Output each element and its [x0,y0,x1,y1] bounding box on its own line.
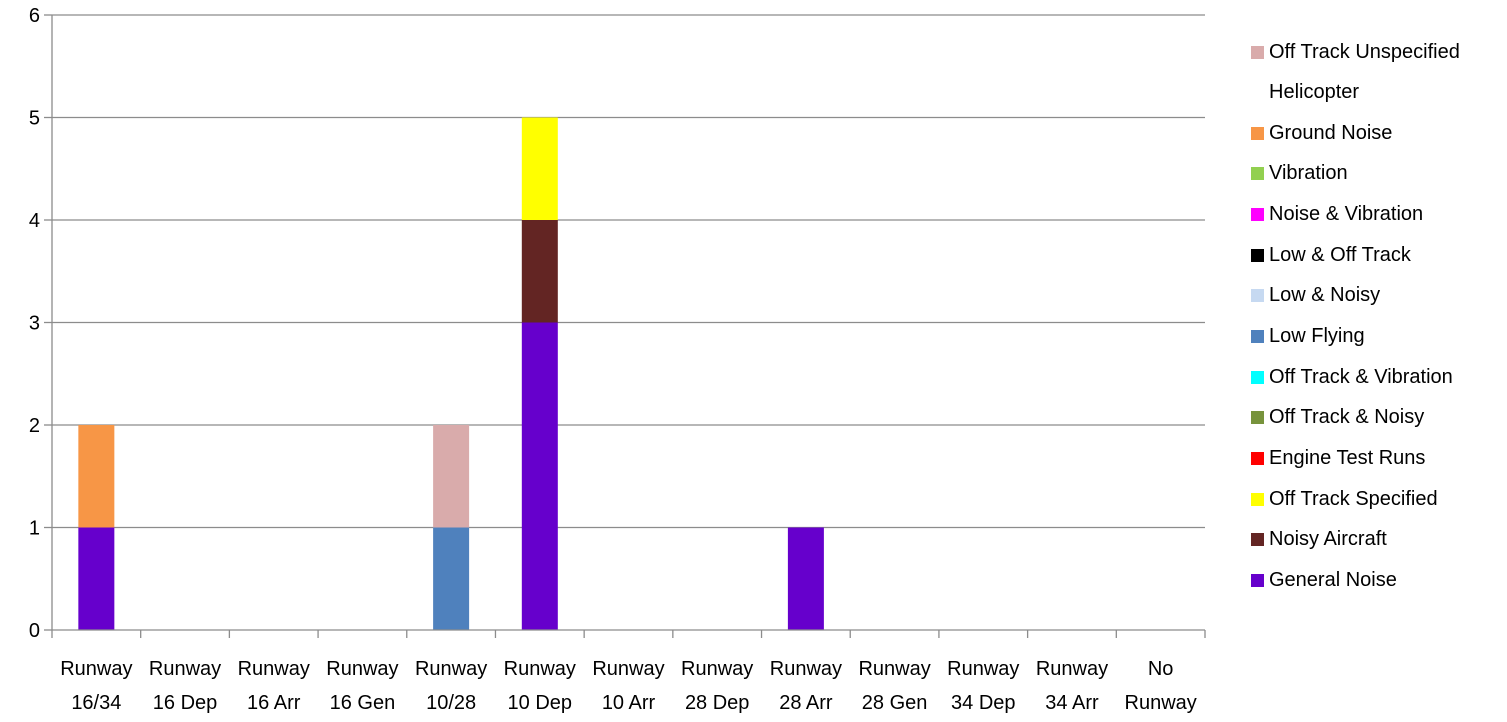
y-tick-label: 6 [29,5,40,27]
x-tick-label: Runway [60,658,132,680]
x-tick-label: 16 Gen [330,692,396,714]
legend-swatch [1251,533,1264,547]
x-tick-label: 16/34 [71,692,121,714]
x-tick-label: Runway [947,658,1019,680]
y-tick-label: 0 [29,620,40,642]
legend-label: Low & Off Track [1269,243,1411,266]
x-tick-label: 16 Dep [153,692,218,714]
legend-label: Ground Noise [1269,121,1393,144]
legend-label: Engine Test Runs [1269,447,1426,469]
legend-label: Off Track & Noisy [1269,406,1425,429]
x-tick-label: No [1148,658,1174,680]
legend-item: Low & Noisy [1250,284,1380,308]
y-tick-label: 4 [29,210,40,232]
legend-label: Off Track Specified [1269,487,1438,510]
legend-item: Engine Test Runs [1250,447,1425,471]
x-tick-label: Runway [858,658,930,680]
y-tick-labels: 0 1 2 3 4 5 6 [29,5,40,642]
x-tick-label: Runway [326,658,398,680]
x-tick-label: Runway [149,658,221,680]
legend-swatch [1251,248,1264,262]
legend-item: Noise & Vibration [1250,203,1423,227]
gridlines [52,14,1205,529]
x-tick-label: Runway [770,658,842,680]
legend-swatch [1251,330,1264,344]
legend-swatch [1251,45,1264,59]
y-tick-label: 1 [29,518,40,540]
legend-label: Low & Noisy [1269,284,1381,307]
legend-item: Off Track & Vibration [1250,365,1453,389]
legend-swatch [1251,167,1264,181]
y-tick-label: 5 [29,108,40,130]
x-tick-label: 34 Dep [951,692,1016,714]
x-tick-label: 10 Dep [508,692,573,714]
legend-swatch [1251,289,1264,303]
y-tick-label: 3 [29,313,40,335]
x-tick-label: 28 Dep [685,692,750,714]
legend-label: Off Track & Vibration [1269,365,1453,388]
legend-label: Low Flying [1269,325,1365,348]
bar-segment [78,425,115,528]
x-tick-label: 28 Gen [862,692,928,714]
bar-segment [78,527,115,630]
x-tick-label: Runway [238,658,310,680]
bars [78,117,824,630]
x-tick-label: Runway [1125,692,1197,714]
x-tick-label: Runway [1036,658,1108,680]
legend-swatch [1251,411,1264,425]
x-tick-label: Runway [592,658,664,680]
legend-label: General Noise [1269,568,1397,591]
legend-item: Off Track Unspecified [1250,40,1460,64]
legend-swatch [1251,452,1264,465]
legend-swatch [1251,370,1264,384]
x-tick-label: Runway [504,658,576,680]
y-tick-label: 2 [29,415,40,437]
legend-swatch [1251,208,1264,222]
x-tick-label: 10 Arr [602,692,656,714]
legend-label: Noise & Vibration [1269,203,1424,226]
legend-label: Noisy Aircraft [1269,528,1387,551]
x-tick-label: Runway [681,658,753,680]
legend-item: Off Track & Noisy [1250,406,1424,430]
legend-swatch [1251,126,1264,140]
legend-item: Ground Noise [1250,121,1392,145]
legend-label: Helicopter [1269,81,1360,104]
bar-segment [787,527,824,630]
bar-segment [521,117,558,220]
x-tick-label: 10/28 [426,692,476,714]
legend-item: Low Flying [1250,325,1365,349]
bar-segment [521,220,558,323]
legend-item: General Noise [1250,568,1397,592]
axes [44,14,1206,638]
legend-swatch [1251,573,1264,587]
x-tick-label: 28 Arr [779,692,833,714]
bar-segment [521,322,558,630]
legend-item: Off Track Specified [1250,487,1438,511]
x-tick-label: 16 Arr [247,692,301,714]
legend-item: Vibration [1250,162,1348,186]
legend-swatch [1251,86,1264,99]
x-tick-label: Runway [415,658,487,680]
legend-swatch [1251,492,1264,506]
legend-item: Low & Off Track [1250,243,1411,267]
x-tick-label: 34 Arr [1045,692,1099,714]
legend-item: Helicopter [1250,81,1359,105]
legend-item: Noisy Aircraft [1250,528,1387,552]
legend-label: Off Track Unspecified [1269,40,1460,63]
bar-segment [433,425,470,528]
x-tick-labels: Runway 16/34 Runway 16 Dep Runway 16 Arr Runwa… [60,658,1197,714]
bar-segment [433,527,470,630]
legend-label: Vibration [1269,162,1348,185]
